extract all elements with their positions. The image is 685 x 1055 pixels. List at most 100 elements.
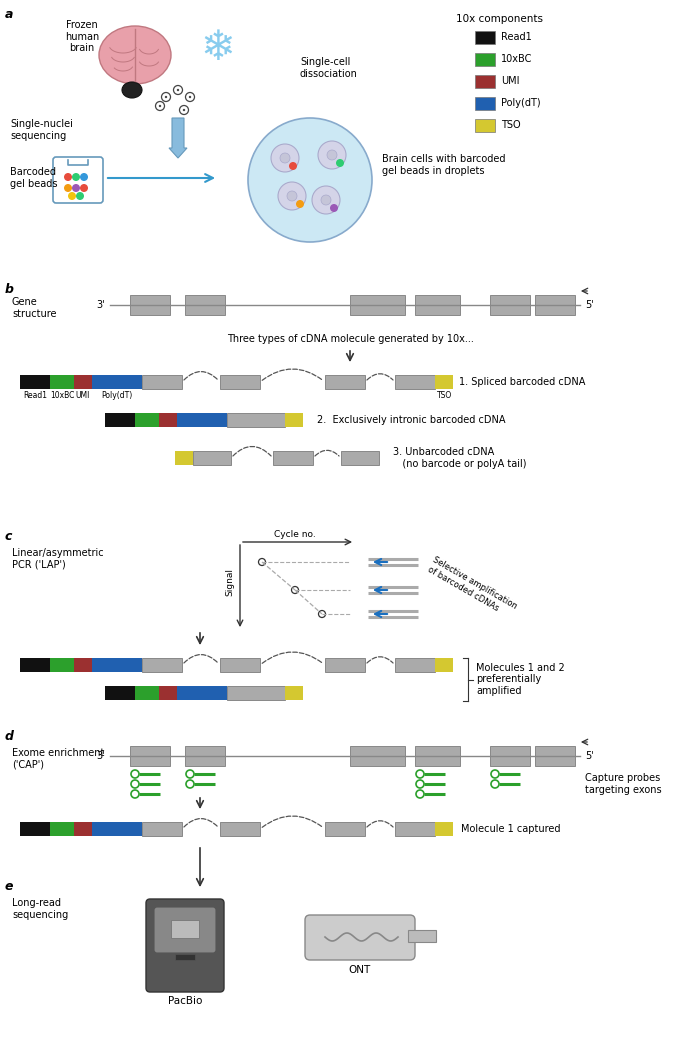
Bar xyxy=(20,658,50,672)
Bar xyxy=(50,658,74,672)
FancyBboxPatch shape xyxy=(146,899,224,992)
Circle shape xyxy=(296,200,304,208)
Bar xyxy=(135,413,159,427)
Bar xyxy=(50,822,74,836)
Text: a: a xyxy=(5,8,14,21)
Circle shape xyxy=(72,173,80,181)
Bar xyxy=(395,375,435,389)
Bar xyxy=(142,822,182,836)
Text: Poly(dT): Poly(dT) xyxy=(101,391,133,400)
FancyBboxPatch shape xyxy=(154,907,216,953)
Bar xyxy=(475,53,495,66)
Text: Linear/asymmetric
PCR ('LAP'): Linear/asymmetric PCR ('LAP') xyxy=(12,548,103,570)
Circle shape xyxy=(289,162,297,170)
Bar xyxy=(350,295,405,315)
Bar xyxy=(395,658,435,672)
Text: 3': 3' xyxy=(97,300,105,310)
Text: Long-read
sequencing: Long-read sequencing xyxy=(12,898,68,920)
Bar xyxy=(185,746,225,766)
Bar xyxy=(185,295,225,315)
Bar xyxy=(408,931,436,942)
Bar xyxy=(341,450,379,465)
Ellipse shape xyxy=(122,82,142,98)
Text: c: c xyxy=(5,530,12,543)
Text: 5': 5' xyxy=(585,300,594,310)
Text: Read1: Read1 xyxy=(501,32,532,42)
Bar xyxy=(325,375,365,389)
Bar xyxy=(177,686,227,701)
Text: 5': 5' xyxy=(585,751,594,761)
Bar xyxy=(490,746,530,766)
Bar xyxy=(535,295,575,315)
Bar xyxy=(20,375,50,389)
Bar xyxy=(74,658,92,672)
Circle shape xyxy=(312,186,340,214)
Circle shape xyxy=(183,109,185,111)
Bar xyxy=(159,413,177,427)
Text: 10x components: 10x components xyxy=(456,14,543,24)
Bar xyxy=(285,413,303,427)
Bar xyxy=(135,686,159,701)
Bar xyxy=(193,450,231,465)
Text: 2.  Exclusively intronic barcoded cDNA: 2. Exclusively intronic barcoded cDNA xyxy=(317,415,506,425)
Bar xyxy=(92,658,142,672)
Text: Single-nuclei
sequencing: Single-nuclei sequencing xyxy=(10,119,73,140)
Circle shape xyxy=(80,173,88,181)
Text: Signal: Signal xyxy=(225,568,234,596)
Text: 1. Spliced barcoded cDNA: 1. Spliced barcoded cDNA xyxy=(459,377,586,387)
Bar xyxy=(395,822,435,836)
FancyBboxPatch shape xyxy=(53,157,103,203)
Circle shape xyxy=(278,183,306,210)
Text: Frozen
human
brain: Frozen human brain xyxy=(65,20,99,53)
Text: Capture probes
targeting exons: Capture probes targeting exons xyxy=(585,773,662,794)
Circle shape xyxy=(321,195,331,205)
Bar xyxy=(475,31,495,44)
Circle shape xyxy=(330,204,338,212)
Bar xyxy=(325,822,365,836)
Circle shape xyxy=(248,118,372,242)
Text: Molecule 1 captured: Molecule 1 captured xyxy=(461,824,560,835)
Bar xyxy=(50,375,74,389)
FancyArrow shape xyxy=(169,118,187,158)
Bar xyxy=(273,450,313,465)
Bar xyxy=(105,413,135,427)
Text: TSO: TSO xyxy=(501,120,521,130)
Text: 10xBC: 10xBC xyxy=(501,54,532,64)
Text: Brain cells with barcoded
gel beads in droplets: Brain cells with barcoded gel beads in d… xyxy=(382,154,506,176)
Bar xyxy=(171,920,199,938)
Bar xyxy=(475,97,495,110)
Circle shape xyxy=(159,104,161,108)
Bar xyxy=(92,822,142,836)
Bar xyxy=(415,746,460,766)
Circle shape xyxy=(76,192,84,200)
Bar xyxy=(74,822,92,836)
Bar xyxy=(130,295,170,315)
Ellipse shape xyxy=(99,26,171,84)
Text: PacBio: PacBio xyxy=(168,996,202,1006)
Circle shape xyxy=(80,184,88,192)
Text: Single-cell
dissociation: Single-cell dissociation xyxy=(300,57,358,79)
Text: 10xBC: 10xBC xyxy=(50,391,74,400)
Text: Cycle no.: Cycle no. xyxy=(274,530,316,539)
Bar xyxy=(142,375,182,389)
Text: Exome enrichment
('CAP'): Exome enrichment ('CAP') xyxy=(12,748,104,769)
Text: Gene
structure: Gene structure xyxy=(12,298,56,319)
Circle shape xyxy=(280,153,290,164)
Text: Poly(dT): Poly(dT) xyxy=(501,98,540,108)
Text: TSO: TSO xyxy=(437,391,452,400)
Bar xyxy=(74,375,92,389)
Text: Barcoded
gel beads: Barcoded gel beads xyxy=(10,167,58,189)
Circle shape xyxy=(165,96,167,98)
Bar xyxy=(435,822,453,836)
FancyBboxPatch shape xyxy=(305,915,415,960)
Text: e: e xyxy=(5,880,14,893)
Circle shape xyxy=(68,192,76,200)
Text: d: d xyxy=(5,730,14,743)
Text: Read1: Read1 xyxy=(23,391,47,400)
Bar xyxy=(227,686,285,701)
Text: Three types of cDNA molecule generated by 10x...: Three types of cDNA molecule generated b… xyxy=(227,334,473,344)
Bar xyxy=(227,413,285,427)
Circle shape xyxy=(318,141,346,169)
Bar xyxy=(142,658,182,672)
Bar xyxy=(435,375,453,389)
